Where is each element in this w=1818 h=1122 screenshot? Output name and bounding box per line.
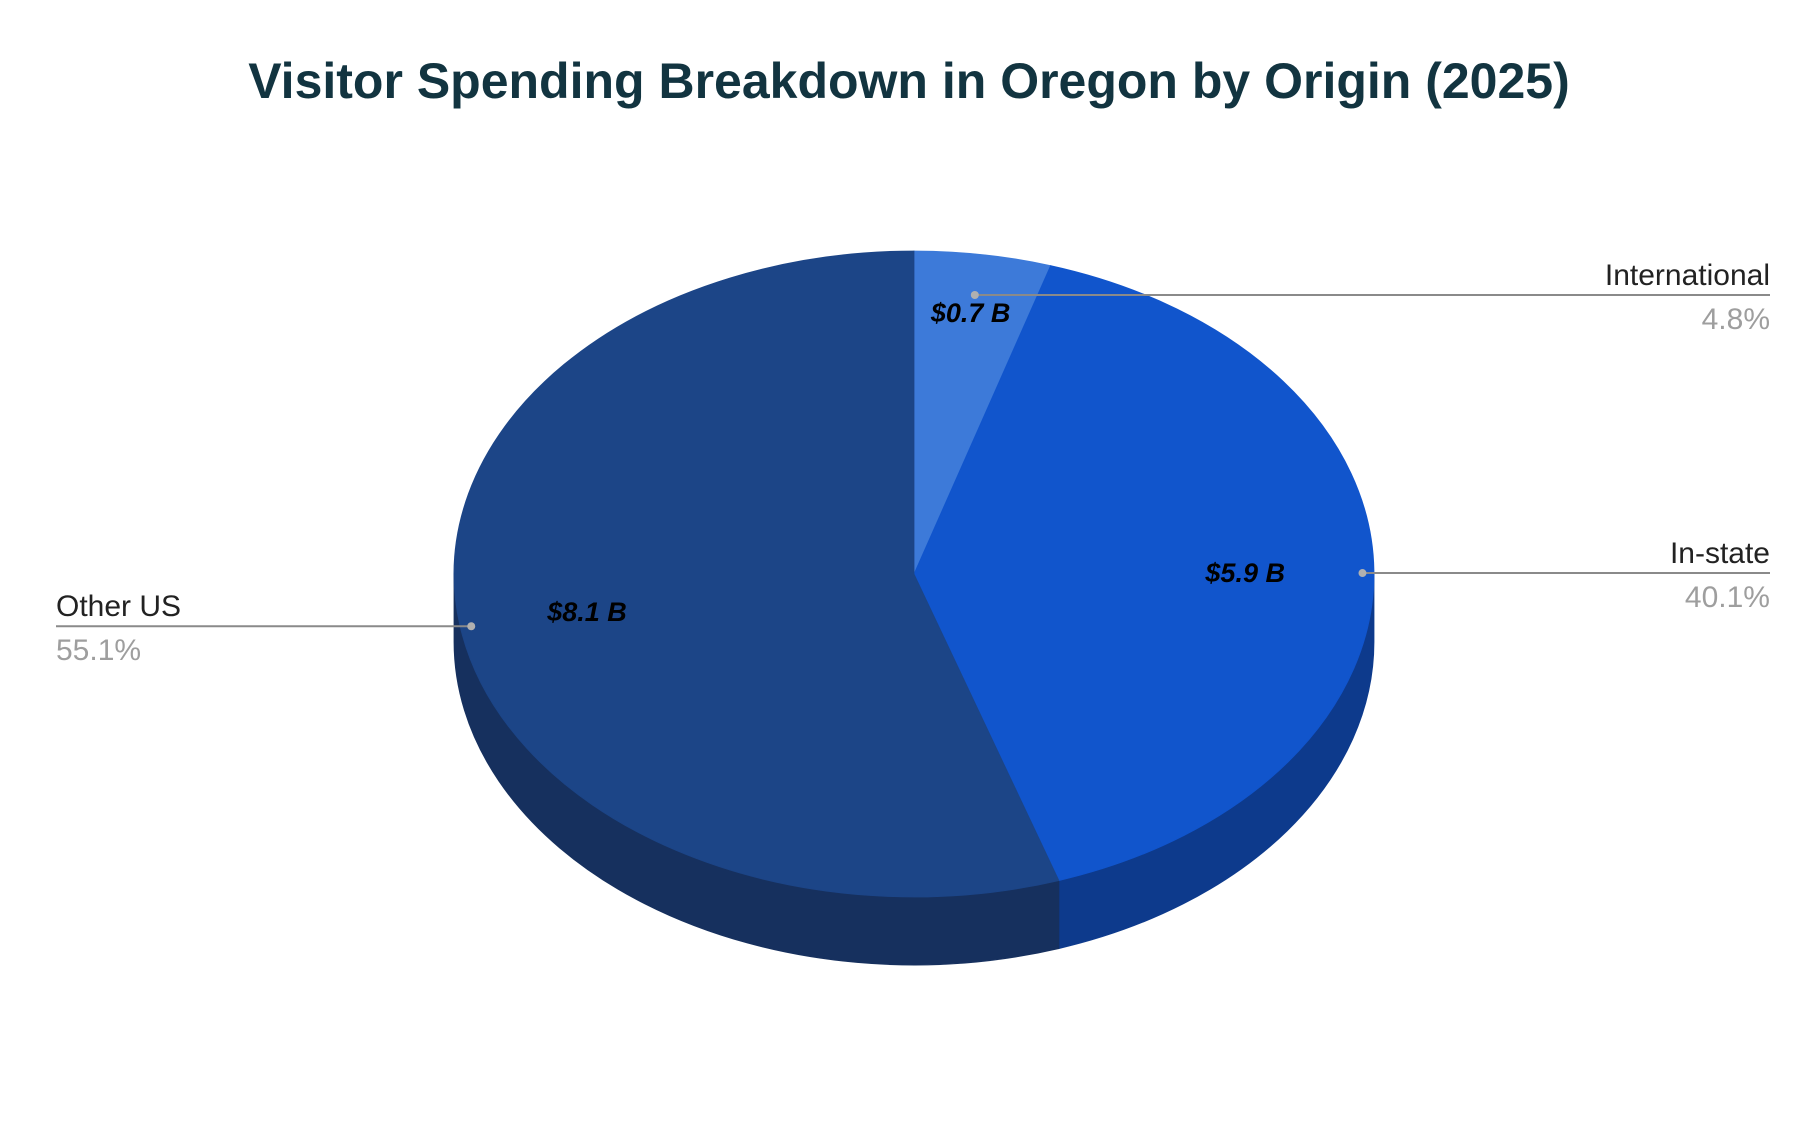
value-labels: $0.7 B $5.9 B $8.1 B [546,298,1285,627]
leader-dot-international [970,290,979,299]
slice-percent-other-us: 55.1% [56,634,141,667]
slice-percent-international: 4.8% [1702,303,1770,336]
chart-title: Visitor Spending Breakdown in Oregon by … [248,53,1570,109]
value-label-international: $0.7 B [930,298,1011,328]
slice-name-other-us: Other US [56,590,181,623]
leader-dot-other-us [467,622,476,631]
leader-annotations: International 4.8% In-state 40.1% Other US 55… [56,259,1770,667]
pie-slices [453,250,1375,898]
value-label-other-us: $8.1 B [546,597,627,627]
pie-slice-in-state[interactable] [913,265,1375,882]
slice-percent-in-state: 40.1% [1685,581,1770,614]
slice-name-in-state: In-state [1670,537,1770,570]
leader-dot-in-state [1358,569,1367,578]
value-label-in-state: $5.9 B [1204,558,1285,588]
slice-name-international: International [1605,259,1770,292]
